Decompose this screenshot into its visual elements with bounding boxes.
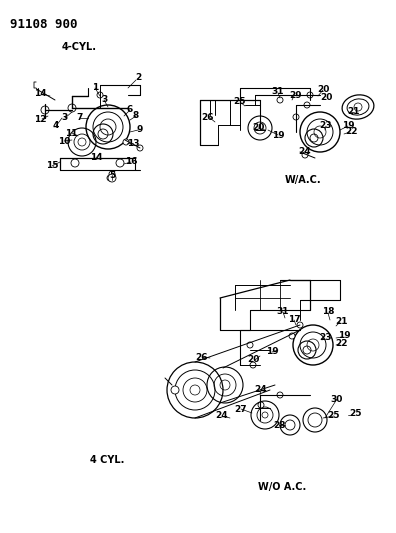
Circle shape <box>289 333 295 339</box>
Text: W/A.C.: W/A.C. <box>285 175 322 185</box>
Circle shape <box>68 104 76 112</box>
Circle shape <box>97 92 103 98</box>
Circle shape <box>302 152 308 158</box>
Text: 24: 24 <box>299 148 311 157</box>
Text: 23: 23 <box>320 120 332 130</box>
Text: 22: 22 <box>336 340 348 349</box>
Text: 20: 20 <box>252 124 264 133</box>
Text: 28: 28 <box>273 421 285 430</box>
Text: 19: 19 <box>266 348 278 357</box>
Circle shape <box>41 106 49 114</box>
Text: 26: 26 <box>196 352 208 361</box>
Text: 4 CYL.: 4 CYL. <box>90 455 124 465</box>
Text: 18: 18 <box>322 308 334 317</box>
Text: 25: 25 <box>234 96 246 106</box>
Text: 24: 24 <box>216 411 228 421</box>
Text: 3: 3 <box>62 114 68 123</box>
Text: 5: 5 <box>109 171 115 180</box>
Circle shape <box>123 139 129 145</box>
Text: 19: 19 <box>342 122 354 131</box>
Text: 2: 2 <box>135 74 141 83</box>
Text: 21: 21 <box>336 317 348 326</box>
Text: 16: 16 <box>125 157 137 166</box>
Circle shape <box>297 322 303 328</box>
Text: 20: 20 <box>317 85 329 93</box>
Text: 3: 3 <box>101 95 107 104</box>
Circle shape <box>307 92 313 98</box>
Circle shape <box>277 392 283 398</box>
Text: 26: 26 <box>202 112 214 122</box>
Text: 13: 13 <box>127 139 139 148</box>
Text: 21: 21 <box>348 108 360 117</box>
Text: 8: 8 <box>133 111 139 120</box>
Text: 25: 25 <box>328 411 340 421</box>
Circle shape <box>171 386 179 394</box>
Text: 25: 25 <box>349 409 361 418</box>
Text: 12: 12 <box>34 115 46 124</box>
Circle shape <box>108 174 116 182</box>
Text: 29: 29 <box>290 91 302 100</box>
Text: 31: 31 <box>272 87 284 96</box>
Circle shape <box>247 342 253 348</box>
Text: 9: 9 <box>137 125 143 134</box>
Text: 19: 19 <box>272 131 284 140</box>
Text: 10: 10 <box>58 136 70 146</box>
Text: 11: 11 <box>65 128 77 138</box>
Text: 19: 19 <box>338 332 350 341</box>
Circle shape <box>304 102 310 108</box>
Text: 4-CYL.: 4-CYL. <box>62 42 97 52</box>
Text: 91108 900: 91108 900 <box>10 18 78 31</box>
Text: 15: 15 <box>46 161 58 171</box>
Text: 22: 22 <box>346 127 358 136</box>
Text: 23: 23 <box>320 333 332 342</box>
Text: 20: 20 <box>247 356 259 365</box>
Text: 20: 20 <box>320 93 332 101</box>
Circle shape <box>71 159 79 167</box>
Circle shape <box>107 175 113 181</box>
Text: 14: 14 <box>34 90 46 99</box>
Circle shape <box>258 402 264 408</box>
Text: 1: 1 <box>92 84 98 93</box>
Text: 7: 7 <box>77 114 83 123</box>
Text: 31: 31 <box>277 306 289 316</box>
Circle shape <box>277 97 283 103</box>
Circle shape <box>250 362 256 368</box>
Circle shape <box>293 114 299 120</box>
Text: 6: 6 <box>127 104 133 114</box>
Circle shape <box>116 159 124 167</box>
Circle shape <box>137 145 143 151</box>
Text: 17: 17 <box>287 316 300 325</box>
Text: 30: 30 <box>331 394 343 403</box>
Circle shape <box>109 171 115 177</box>
Text: 4: 4 <box>53 122 59 131</box>
Text: 24: 24 <box>255 385 267 394</box>
Text: 27: 27 <box>235 405 248 414</box>
Text: 14: 14 <box>89 154 102 163</box>
Text: W/O A.C.: W/O A.C. <box>258 482 306 492</box>
